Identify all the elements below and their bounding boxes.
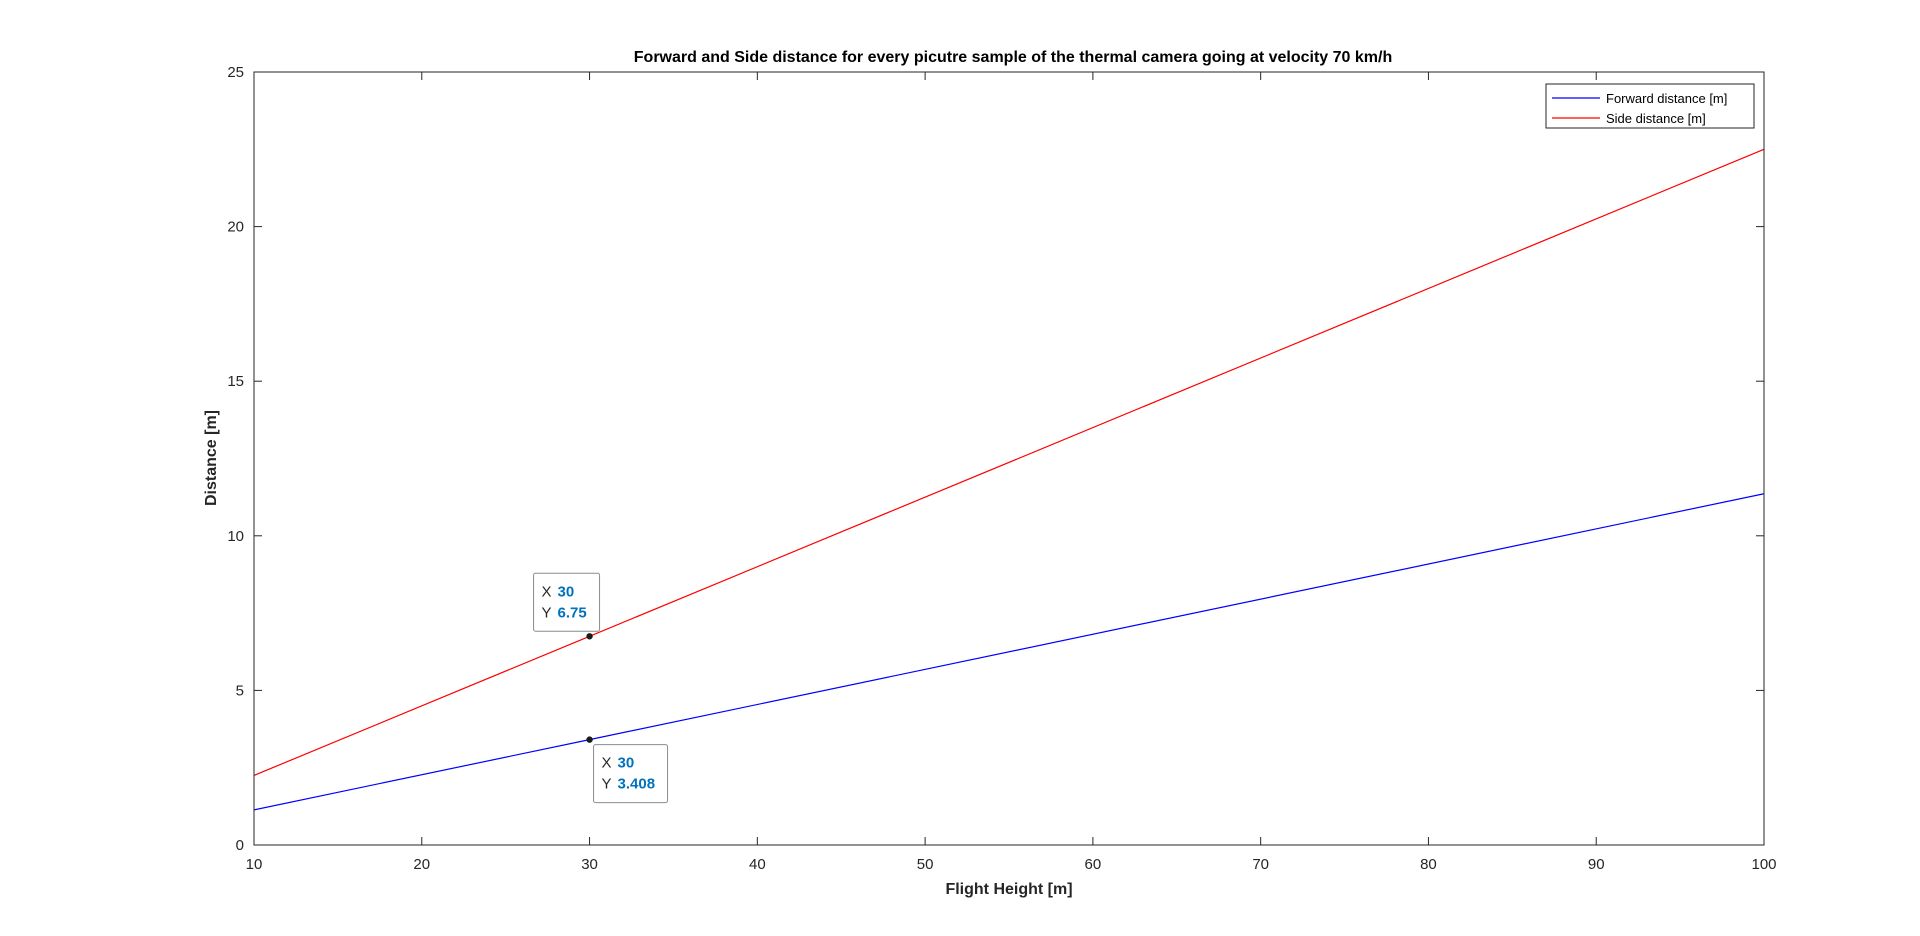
x-tick-label: 10: [246, 856, 263, 873]
datatip-y-value: 3.408: [618, 776, 656, 793]
datatip-x-key: X: [542, 583, 552, 600]
datatip-box: [533, 572, 601, 632]
x-tick-label: 30: [581, 856, 598, 873]
x-tick-label: 60: [1085, 856, 1102, 873]
datatip[interactable]: X 30 Y 3.408: [586, 736, 669, 804]
y-tick-label: 5: [236, 682, 244, 699]
x-tick-label: 90: [1588, 856, 1605, 873]
datatip-y-key: Y: [542, 604, 552, 621]
y-axis-label: Distance [m]: [203, 410, 220, 506]
x-tick-label: 50: [917, 856, 934, 873]
datatip-marker: [586, 736, 593, 743]
axis-ticks: 10 20 30 40 50 60 70 80 90 100 0 5 10 15 20 25: [227, 64, 1776, 873]
datatip[interactable]: X 30 Y 6.75: [533, 572, 601, 640]
legend[interactable]: Forward distance [m] Side distance [m]: [1545, 83, 1755, 129]
datatip-box: [593, 744, 669, 804]
plot-background: [254, 72, 1764, 845]
legend-label: Forward distance [m]: [1606, 91, 1727, 106]
y-tick-label: 25: [227, 64, 244, 81]
legend-item-side-distance[interactable]: Side distance [m]: [1552, 111, 1706, 126]
x-axis-label: Flight Height [m]: [945, 881, 1072, 898]
legend-box: [1545, 83, 1755, 129]
y-tick-label: 0: [236, 837, 244, 854]
datatip-marker: [586, 633, 593, 640]
x-tick-label: 40: [749, 856, 766, 873]
legend-item-forward-distance[interactable]: Forward distance [m]: [1552, 91, 1727, 106]
x-tick-label: 70: [1252, 856, 1269, 873]
datatip-y-key: Y: [602, 776, 612, 793]
y-tick-label: 10: [227, 528, 244, 545]
datatip-y-value: 6.75: [558, 604, 587, 621]
legend-label: Side distance [m]: [1606, 111, 1706, 126]
chart-title: Forward and Side distance for every picu…: [634, 49, 1392, 66]
datatip-x-value: 30: [618, 755, 635, 772]
x-tick-label: 20: [413, 856, 430, 873]
plot-area: [254, 72, 1764, 845]
axes-box: [253, 71, 1765, 846]
datatip-x-key: X: [602, 755, 612, 772]
datatip-x-value: 30: [558, 583, 575, 600]
x-tick-label: 80: [1420, 856, 1437, 873]
y-tick-label: 15: [227, 373, 244, 390]
y-tick-label: 20: [227, 219, 244, 236]
datatips: X 30 Y 6.75 X 30 Y 3.408: [533, 572, 669, 804]
x-tick-label: 100: [1751, 856, 1776, 873]
